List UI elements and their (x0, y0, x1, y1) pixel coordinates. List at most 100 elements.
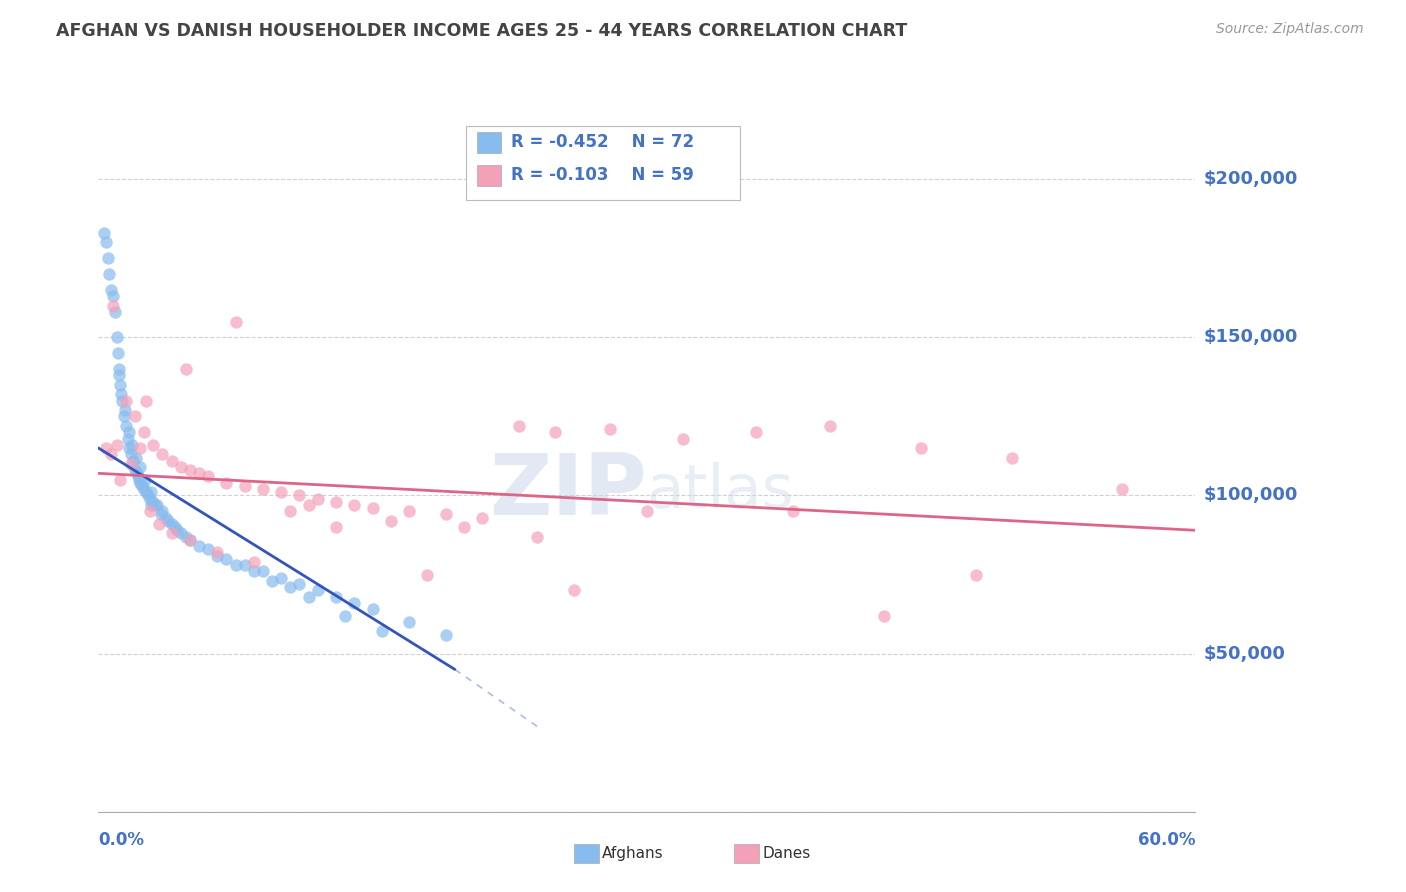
Point (110, 377, 132, 392)
Point (122, 453, 145, 467)
Text: $150,000: $150,000 (1204, 328, 1298, 346)
Point (128, 473, 150, 487)
Point (233, 558, 256, 572)
Point (343, 498, 366, 512)
Point (132, 482, 156, 496)
Point (179, 533, 201, 547)
Point (188, 539, 211, 553)
Text: $100,000: $100,000 (1204, 486, 1298, 505)
Point (179, 533, 201, 547)
Point (188, 467, 211, 481)
Point (165, 520, 187, 534)
Point (121, 438, 143, 452)
Text: ZIP: ZIP (489, 450, 647, 533)
Point (94, 441, 117, 455)
Point (288, 577, 311, 591)
Point (149, 508, 172, 522)
Point (120, 457, 142, 471)
Point (243, 555, 266, 569)
Text: Source: ZipAtlas.com: Source: ZipAtlas.com (1216, 22, 1364, 37)
Point (120, 447, 142, 461)
Point (117, 425, 139, 440)
Point (141, 498, 163, 512)
Point (434, 627, 457, 641)
Point (101, 299, 124, 313)
Text: atlas: atlas (647, 462, 794, 521)
Point (156, 514, 179, 528)
Point (873, 608, 896, 623)
Point (343, 596, 366, 610)
Point (114, 403, 136, 417)
Point (125, 467, 148, 481)
Point (233, 479, 256, 493)
Point (325, 495, 347, 509)
Point (160, 516, 183, 531)
Point (105, 438, 128, 452)
Text: 60.0%: 60.0% (1137, 831, 1195, 849)
Point (160, 526, 183, 541)
Point (110, 473, 132, 487)
Point (105, 330, 128, 344)
Point (361, 501, 384, 516)
Point (142, 438, 165, 452)
Point (155, 510, 177, 524)
Point (398, 504, 420, 518)
Point (215, 551, 238, 566)
Point (252, 482, 274, 496)
Point (380, 514, 402, 528)
Point (131, 479, 153, 493)
Point (152, 504, 174, 518)
Point (174, 362, 197, 376)
Point (136, 488, 159, 502)
Point (371, 624, 394, 639)
Point (100, 447, 122, 461)
Point (115, 393, 138, 408)
Point (111, 393, 134, 408)
Point (672, 432, 695, 446)
Text: $50,000: $50,000 (1204, 645, 1285, 663)
Point (152, 447, 174, 461)
Point (544, 425, 567, 440)
Point (135, 393, 157, 408)
Point (107, 346, 129, 360)
Point (215, 475, 238, 490)
Point (636, 504, 658, 518)
Point (252, 565, 274, 579)
Point (166, 523, 188, 537)
Point (98, 267, 121, 281)
Point (910, 441, 932, 455)
Text: $200,000: $200,000 (1204, 170, 1298, 188)
Point (107, 362, 129, 376)
Point (129, 441, 152, 455)
Point (453, 520, 475, 534)
Text: Danes: Danes (762, 847, 810, 861)
Point (138, 491, 160, 506)
Point (280, 580, 302, 594)
Point (207, 549, 229, 563)
Point (398, 615, 420, 629)
Point (270, 571, 292, 585)
Point (745, 425, 768, 440)
Point (108, 368, 131, 383)
Point (599, 422, 621, 436)
Point (225, 558, 247, 572)
Point (262, 574, 284, 588)
Point (243, 565, 266, 579)
Text: 0.0%: 0.0% (98, 831, 145, 849)
Point (124, 409, 146, 424)
Point (298, 590, 321, 604)
Point (134, 473, 156, 487)
Point (160, 453, 183, 467)
Point (138, 504, 160, 518)
Point (280, 504, 302, 518)
Point (100, 283, 122, 297)
Point (135, 485, 157, 500)
Point (288, 488, 311, 502)
Point (298, 498, 321, 512)
Point (307, 491, 329, 506)
Point (179, 463, 201, 477)
Point (562, 583, 585, 598)
Point (1001, 450, 1024, 465)
Text: R = -0.103    N = 59: R = -0.103 N = 59 (510, 167, 693, 185)
Point (94, 235, 117, 250)
